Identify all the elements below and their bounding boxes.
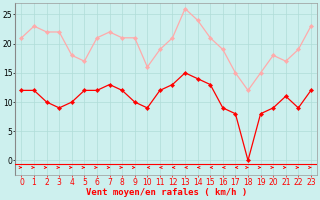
X-axis label: Vent moyen/en rafales ( km/h ): Vent moyen/en rafales ( km/h ) — [85, 188, 247, 197]
